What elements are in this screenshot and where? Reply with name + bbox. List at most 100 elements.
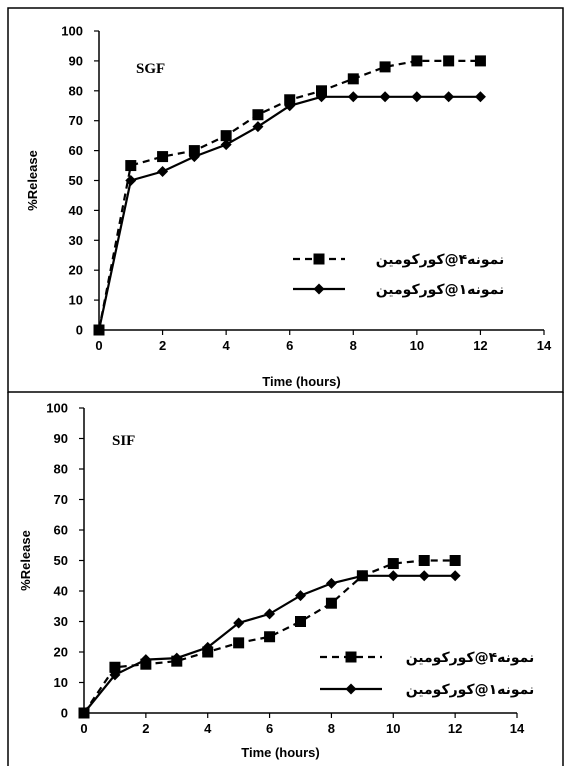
sgf-legend: نمونه۴@کورکومین نمونه۱@کورکومین <box>293 252 504 298</box>
sgf-data-point <box>188 151 200 163</box>
sgf-data-point <box>220 139 232 151</box>
sif-data-point <box>449 570 461 582</box>
sgf-data-point <box>443 91 455 103</box>
sif-legend: نمونه۴@کورکومین نمونه۱@کورکومین <box>320 650 534 698</box>
sgf-legend-label: نمونه۱@کورکومین <box>376 282 505 298</box>
sif-x-tick-label: 4 <box>204 721 212 736</box>
sif-series-square <box>78 555 461 719</box>
sif-x-tick-label: 8 <box>328 721 335 736</box>
sif-data-point <box>418 555 430 566</box>
sif-data-point <box>264 608 276 620</box>
sgf-y-tick-label: 90 <box>69 53 83 68</box>
sif-series-diamond <box>78 570 461 719</box>
sgf-x-axis-title: Time (hours) <box>262 374 341 389</box>
sgf-data-point <box>379 61 391 73</box>
sif-data-point <box>356 570 368 582</box>
sgf-data-point <box>125 175 137 186</box>
sgf-data-point <box>411 55 423 67</box>
sif-y-tick-label: 50 <box>54 553 68 568</box>
sgf-x-tick-label: 12 <box>473 338 487 353</box>
sgf-data-point <box>284 100 296 112</box>
sif-y-tick-label: 60 <box>54 523 68 538</box>
sgf-legend-label: نمونه۴@کورکومین <box>376 252 505 268</box>
sgf-data-point <box>347 73 359 85</box>
sgf-data-point <box>474 91 486 103</box>
sgf-panel-border <box>7 7 564 393</box>
sif-x-tick-label: 12 <box>448 721 462 736</box>
sif-legend-marker <box>345 651 357 663</box>
sgf-y-tick-label: 40 <box>69 203 83 218</box>
sif-data-point <box>325 597 337 609</box>
sif-legend-marker <box>345 683 357 695</box>
sgf-data-point <box>157 166 169 178</box>
sgf-data-point <box>316 91 327 103</box>
sgf-data-point <box>157 151 169 163</box>
sgf-x-tick-label: 2 <box>159 338 166 353</box>
sgf-data-point <box>411 91 423 103</box>
sgf-data-point <box>93 324 105 336</box>
sgf-data-point <box>125 160 137 172</box>
sgf-y-axis-title: %Release <box>25 150 40 211</box>
sif-data-point <box>171 652 183 664</box>
sif-y-tick-label: 0 <box>61 706 68 721</box>
sgf-legend-marker <box>313 283 325 295</box>
sgf-y-tick-label: 60 <box>69 143 83 158</box>
sif-data-point <box>264 631 276 643</box>
sif-data-point <box>109 661 121 673</box>
sgf-data-point <box>252 109 264 121</box>
sif-data-point <box>109 669 121 681</box>
sif-panel-tag: SIF <box>112 433 135 449</box>
sgf-y-tick-label: 30 <box>69 233 83 248</box>
sgf-data-point <box>188 145 200 157</box>
sif-x-tick-label: 0 <box>80 721 87 736</box>
sif-legend-label: نمونه۱@کورکومین <box>406 682 535 698</box>
sif-x-tick-label: 6 <box>266 721 273 736</box>
sif-x-tick-label: 2 <box>142 721 149 736</box>
sif-y-tick-label: 40 <box>54 584 68 599</box>
sgf-y-tick-label: 0 <box>76 323 83 338</box>
sif-data-point <box>140 654 152 666</box>
sgf-legend-marker <box>313 253 325 265</box>
sif-data-point <box>202 641 214 653</box>
sgf-x-tick-label: 6 <box>286 338 293 353</box>
sif-data-point <box>418 570 430 582</box>
sgf-x-tick-label: 10 <box>410 338 424 353</box>
sif-y-tick-label: 90 <box>54 431 68 446</box>
sgf-x-tick-label: 4 <box>223 338 231 353</box>
sgf-data-point <box>284 94 296 106</box>
sif-y-tick-label: 100 <box>46 401 68 416</box>
sif-x-tick-label: 10 <box>386 721 400 736</box>
sgf-x-tick-label: 8 <box>350 338 357 353</box>
sgf-y-tick-label: 10 <box>69 293 83 308</box>
sif-data-point <box>233 617 245 629</box>
sgf-chart: 0 10 20 30 40 50 60 70 80 90 100 0 2 4 6 8 10 12 14 Time (h… <box>25 24 552 390</box>
sgf-data-point <box>316 85 327 97</box>
sgf-data-point <box>220 130 232 142</box>
sif-x-tick-label: 14 <box>510 721 525 736</box>
sgf-x-tick-label: 14 <box>537 338 552 353</box>
sgf-data-point <box>347 91 359 103</box>
sif-data-point <box>325 577 337 589</box>
sif-y-tick-label: 10 <box>54 675 68 690</box>
sif-data-point <box>387 558 399 570</box>
sif-data-point <box>233 637 245 649</box>
sif-y-tick-label: 30 <box>54 614 68 629</box>
sif-y-tick-label: 80 <box>54 462 68 477</box>
sif-y-tick-label: 70 <box>54 492 68 507</box>
sgf-x-tick-label: 0 <box>95 338 102 353</box>
sif-y-axis-title: %Release <box>18 530 33 591</box>
sif-data-point <box>295 616 306 627</box>
sif-data-point <box>295 590 306 602</box>
sgf-panel-tag: SGF <box>136 61 165 77</box>
sgf-data-point <box>474 55 486 67</box>
sgf-data-point <box>252 121 264 133</box>
sgf-y-tick-label: 70 <box>69 113 83 128</box>
sgf-series-diamond <box>93 91 486 336</box>
sif-chart: 0 10 20 30 40 50 60 70 80 90 100 0 2 4 6 8 10 12 14 Time (h… <box>18 401 534 761</box>
sgf-series-square <box>93 55 486 336</box>
sgf-y-tick-label: 100 <box>61 24 83 39</box>
sif-y-tick-label: 20 <box>54 645 68 660</box>
sgf-y-tick-label: 80 <box>69 83 83 98</box>
sif-data-point <box>387 570 399 582</box>
